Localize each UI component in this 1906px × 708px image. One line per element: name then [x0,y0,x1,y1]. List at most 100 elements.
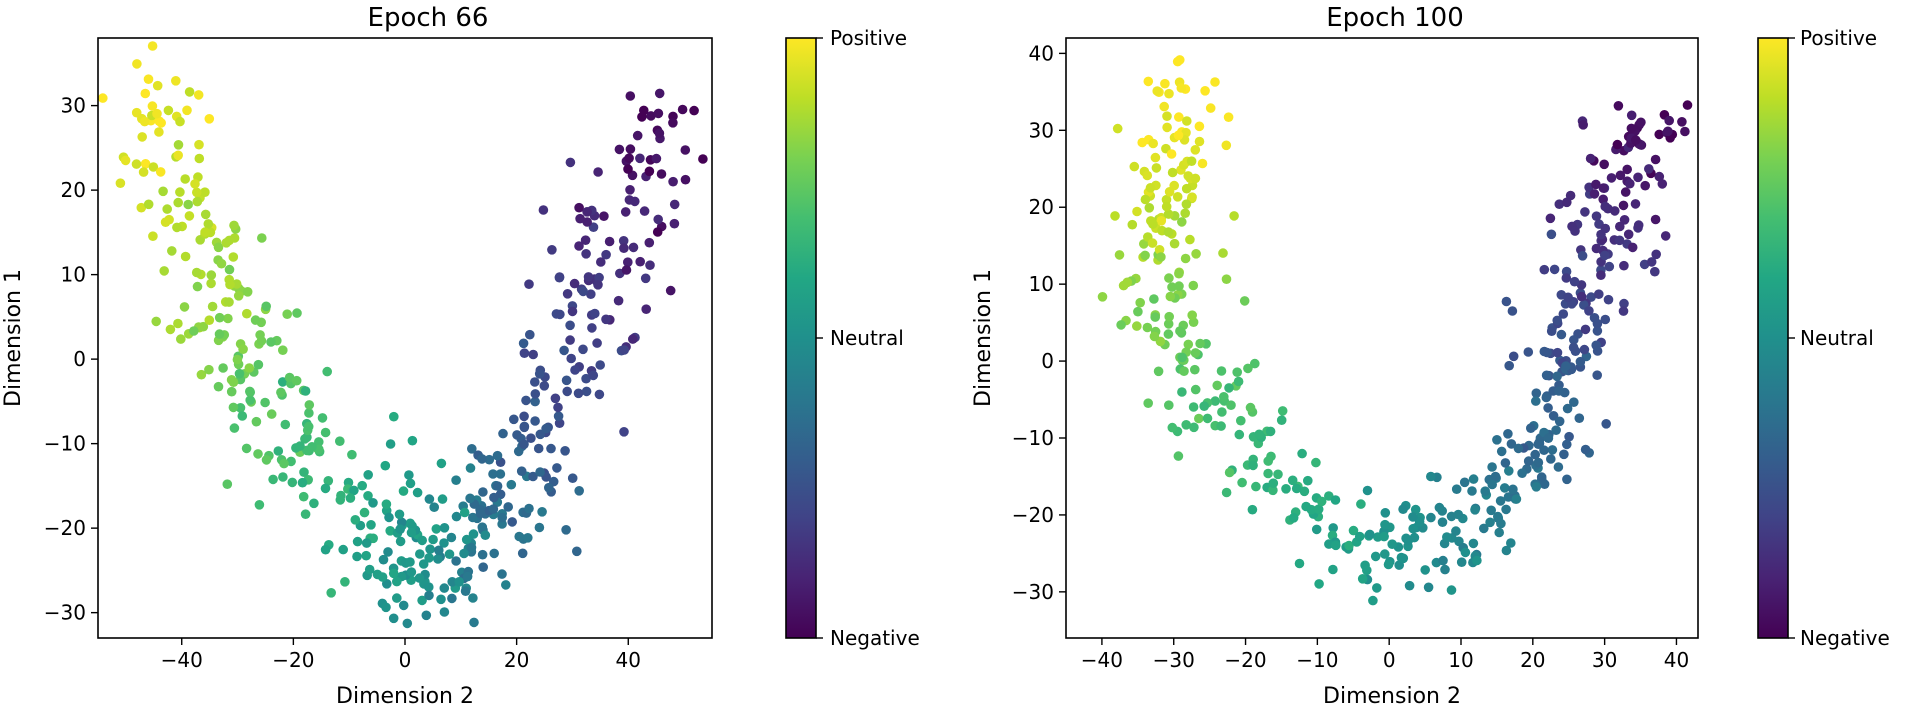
y-axis-label: Dimension 1 [1,269,26,407]
scatter-point [1303,475,1313,486]
scatter-point [1547,445,1558,455]
chart-panel-epoch-66: Epoch 66 −40 −20 0 20 40 −30 −20 −10 0 10 20 30 Di… [1,3,920,708]
scatter-point [1236,415,1246,426]
scatter-point [1328,523,1338,533]
scatter-point [480,530,491,540]
scatter-point [1331,540,1341,551]
scatter-point [160,217,171,227]
scatter-point [1268,478,1279,489]
scatter-point [140,159,151,169]
scatter-point [1185,234,1195,245]
scatter-point [526,433,536,444]
scatter-point [1569,397,1579,408]
scatter-point [1183,339,1194,350]
scatter-point [1169,238,1180,249]
scatter-point [314,437,324,447]
scatter-point [1495,496,1506,506]
scatter-point [300,386,311,396]
scatter-point [1380,508,1391,518]
scatter-point [478,487,488,497]
scatter-point [214,312,225,323]
scatter-point [1239,296,1250,306]
scatter-point [261,455,272,465]
scatter-point [1097,292,1108,302]
scatter-point [173,197,183,208]
scatter-point [554,418,565,429]
scatter-point [237,411,248,421]
scatter-point [1423,582,1434,593]
scatter-point [1233,376,1244,387]
scatter-point [1194,121,1205,132]
scatter-point [1486,505,1496,516]
scatter-point [155,167,166,177]
scatter-point [1133,306,1143,317]
colorbar-gradient [1758,38,1788,638]
scatter-point [1164,273,1174,283]
scatter-point [206,270,217,280]
scatter-point [1217,407,1227,417]
scatter-point [1163,329,1174,339]
scatter-point [251,416,262,427]
scatter-point [593,167,603,177]
scatter-point [1221,487,1232,498]
scatter-point [1200,86,1210,96]
scatter-point [1112,123,1123,134]
scatter-point [1163,319,1174,329]
scatter-point [235,403,246,413]
scatter-point [1167,167,1178,178]
scatter-point [1156,252,1166,262]
scatter-point [398,486,409,496]
scatter-point [402,618,413,629]
scatter-point [630,196,640,207]
scatter-point [1210,396,1220,406]
scatter-point [439,607,450,617]
scatter-point [1370,551,1381,562]
scatter-point [1142,170,1153,181]
scatter-point [425,544,435,554]
scatter-point [1526,423,1536,434]
scatter-point [1294,558,1305,569]
scatter-point [148,231,158,241]
scatter-point [653,108,664,119]
scatter-point [1627,242,1638,253]
scatter-point [492,481,503,491]
scatter-point [544,482,554,493]
scatter-point [1268,485,1278,496]
y-tick-label: −30 [44,601,86,625]
scatter-point [1409,532,1420,543]
scatter-point [200,187,210,197]
scatter-point [465,463,476,473]
scatter-point [604,236,615,247]
scatter-point [1380,519,1390,530]
scatter-point [1212,380,1222,391]
scatter-point [1496,446,1507,457]
scatter-point [601,249,611,260]
scatter-point [1328,564,1338,575]
scatter-point [431,524,442,534]
scatter-point [640,273,651,284]
scatter-point [565,157,576,168]
scatter-point [304,400,315,410]
scatter-point [1362,485,1373,496]
scatter-point [1619,215,1630,225]
scatter-point [1311,457,1321,468]
scatter-point [424,553,434,563]
scatter-point [233,291,244,301]
scatter-point [574,202,584,213]
scatter-point [1545,213,1556,224]
scatter-point [517,548,528,559]
scatter-point [553,402,563,413]
scatter-point [1501,545,1512,556]
scatter-point [1174,281,1184,291]
scatter-point [624,153,634,163]
scatter-points [98,41,708,629]
scatter-point [1633,220,1644,230]
scatter-point [1232,367,1242,378]
scatter-point [582,217,592,227]
scatter-point [595,360,605,370]
scatter-point [572,546,582,557]
scatter-point [1623,229,1634,240]
scatter-point [1163,227,1174,237]
scatter-point [1181,420,1191,430]
scatter-point [1577,251,1588,261]
